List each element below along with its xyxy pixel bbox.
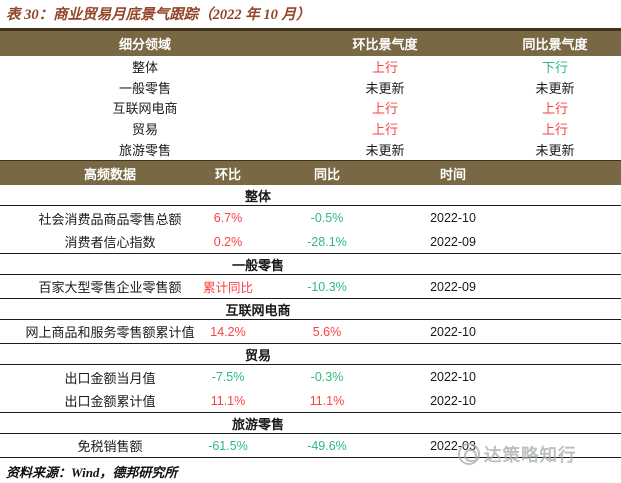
yoy-trend-value: 上行	[541, 101, 568, 117]
yoy-trend-value: 未更新	[535, 143, 575, 159]
yoy-value: -0.3%	[310, 370, 344, 384]
watermark-circle-logo-icon	[458, 443, 480, 465]
yoy-trend-value: 上行	[541, 122, 568, 138]
summary-row: 互联网电商 上行 上行	[0, 98, 621, 119]
indicator-label: 免税销售额	[77, 439, 143, 454]
mom-trend-value: 上行	[371, 101, 398, 117]
summary-row: 一般零售 未更新 未更新	[0, 77, 621, 98]
mom-value: 14.2%	[210, 324, 246, 339]
segment-label: 互联网电商	[112, 101, 178, 117]
detail-row: 百家大型零售企业零售额 累计同比 -10.3% 2022-09	[0, 275, 621, 299]
yoy-value: -28.1%	[307, 234, 347, 249]
indicator-label: 消费者信心指数	[64, 235, 156, 250]
col-header-yoy: 同比	[313, 166, 340, 182]
segment-label: 一般零售	[118, 80, 171, 96]
date-value: 2022-10	[430, 211, 476, 225]
date-value: 2022-10	[430, 393, 476, 408]
col-header-indicator: 高频数据	[83, 166, 136, 182]
detail-row: 网上商品和服务零售额累计值 14.2% 5.6% 2022-10	[0, 320, 621, 344]
indicator-label: 出口金额当月值	[64, 370, 156, 386]
section-header: 整体	[0, 185, 621, 206]
indicator-label: 出口金额累计值	[64, 394, 156, 409]
summary-row: 整体 上行 下行	[0, 56, 621, 77]
mom-value: -7.5%	[211, 370, 245, 384]
section-name: 一般零售	[231, 257, 284, 273]
detail-row: 出口金额当月值 -7.5% -0.3% 2022-10	[0, 365, 621, 389]
section-header: 一般零售	[0, 254, 621, 275]
col-header-yoy-trend: 同比景气度	[522, 37, 588, 52]
date-value: 2022-09	[430, 279, 476, 294]
mom-trend-value: 未更新	[365, 143, 405, 159]
col-header-date: 时间	[439, 166, 466, 182]
section-header: 贸易	[0, 344, 621, 365]
yoy-value: -49.6%	[307, 438, 347, 453]
indicator-label: 社会消费品商品零售总额	[38, 211, 182, 227]
mom-value: 6.7%	[213, 211, 243, 225]
yoy-value: -10.3%	[307, 279, 347, 294]
mom-trend-value: 上行	[371, 59, 398, 75]
indicator-label: 网上商品和服务零售额累计值	[25, 325, 195, 340]
segment-label: 贸易	[131, 122, 158, 138]
section-name: 整体	[244, 188, 271, 204]
detail-header-row: 高频数据 环比 同比 时间	[0, 160, 621, 185]
mom-value: 11.1%	[210, 393, 246, 408]
yoy-value: 5.6%	[312, 324, 342, 339]
date-value: 2022-09	[430, 234, 476, 249]
summary-table-body: 整体 上行 下行 一般零售 未更新 未更新 互联网电商 上行 上行 贸易 上行 上行 旅游零售 未更新 未更…	[0, 56, 621, 160]
section-header: 旅游零售	[0, 413, 621, 434]
summary-header-row: 细分领域 环比景气度 同比景气度	[0, 28, 621, 56]
date-value: 2022-10	[430, 370, 476, 384]
detail-row: 出口金额累计值 11.1% 11.1% 2022-10	[0, 389, 621, 413]
mom-value: 累计同比	[202, 281, 253, 295]
summary-row: 贸易 上行 上行	[0, 118, 621, 139]
col-header-segment: 细分领域	[118, 37, 171, 52]
detail-table-body: 整体社会消费品商品零售总额 6.7% -0.5% 2022-10 消费者信心指数 0.2%…	[0, 185, 621, 458]
segment-label: 旅游零售	[118, 143, 171, 159]
date-value: 2022-10	[430, 324, 476, 339]
col-header-mom: 环比	[214, 166, 241, 182]
detail-row: 消费者信心指数 0.2% -28.1% 2022-09	[0, 230, 621, 254]
yoy-value: 11.1%	[309, 393, 345, 408]
section-name: 旅游零售	[231, 416, 284, 432]
col-header-mom-trend: 环比景气度	[352, 37, 418, 52]
section-header: 互联网电商	[0, 299, 621, 320]
section-name: 贸易	[244, 347, 271, 363]
summary-row: 旅游零售 未更新 未更新	[0, 139, 621, 160]
watermark-text: 达策略知行	[484, 444, 577, 465]
source-note: 资料来源：Wind，德邦研究所	[6, 465, 178, 480]
yoy-value: -0.5%	[310, 211, 344, 225]
indicator-label: 百家大型零售企业零售额	[38, 280, 182, 295]
mom-value: -61.5%	[208, 438, 248, 453]
segment-label: 整体	[131, 59, 158, 75]
watermark: 达策略知行	[458, 440, 577, 468]
mom-trend-value: 上行	[371, 122, 398, 138]
yoy-trend-value: 未更新	[535, 80, 575, 96]
section-name: 互联网电商	[225, 302, 291, 318]
detail-row: 社会消费品商品零售总额 6.7% -0.5% 2022-10	[0, 206, 621, 230]
mom-value: 0.2%	[213, 234, 243, 249]
table-title: 表 30：商业贸易月底景气跟踪（2022 年 10 月）	[6, 7, 311, 23]
mom-trend-value: 未更新	[365, 80, 405, 96]
yoy-trend-value: 下行	[541, 59, 568, 75]
